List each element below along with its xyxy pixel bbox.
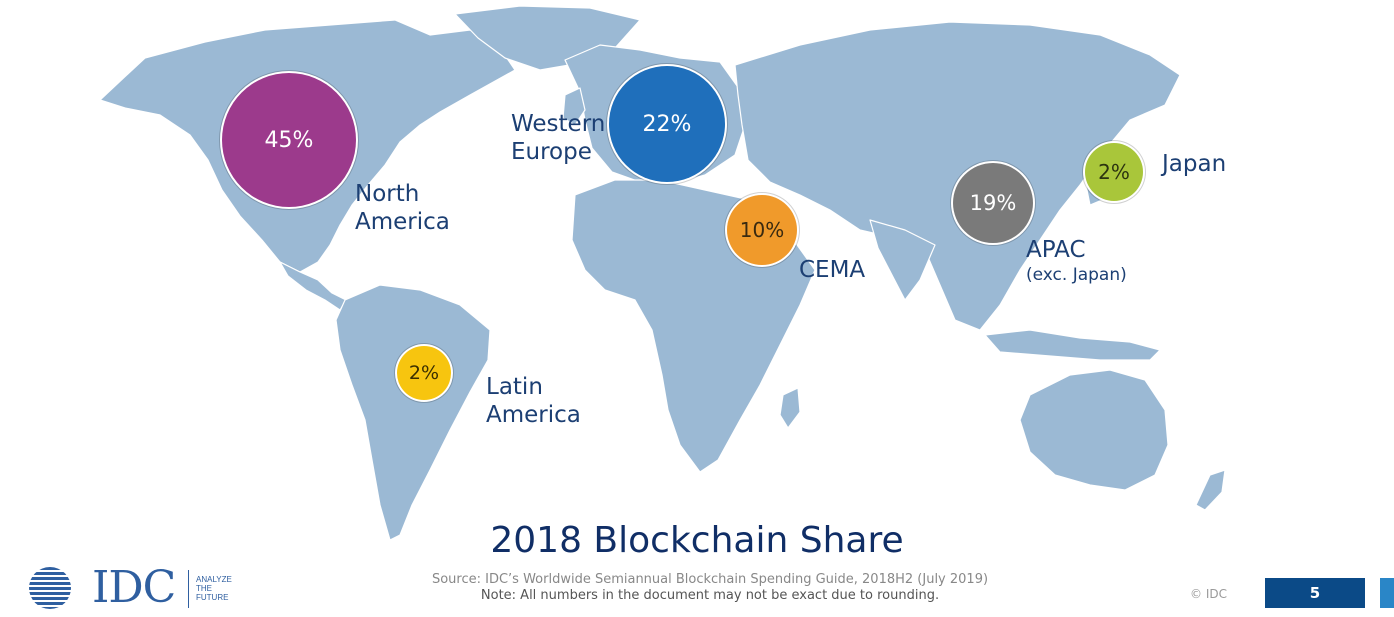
chart-title: 2018 Blockchain Share (490, 520, 904, 561)
region-bubble-western-europe: 22% (609, 66, 725, 182)
landmass-uk (562, 87, 586, 126)
source-text: Source: IDC’s Worldwide Semiannual Block… (431, 572, 989, 587)
landmass-indonesia (984, 329, 1161, 361)
region-label-line: America (355, 209, 450, 235)
region-label-latin-america: Latin America (486, 373, 581, 429)
page-number-accent (1380, 578, 1394, 608)
region-bubble-apac: 19% (953, 163, 1033, 243)
landmass-australia (1019, 369, 1169, 491)
logo-wordmark: IDC (92, 562, 176, 613)
idc-globe-icon (29, 567, 71, 609)
region-value-cema: 10% (739, 218, 785, 242)
landmass-central-america (279, 261, 347, 311)
region-value-japan: 2% (1098, 160, 1130, 184)
landmass-madagascar (779, 387, 801, 429)
region-value-north-america: 45% (264, 127, 314, 153)
region-bubble-north-america: 45% (222, 73, 356, 207)
region-label-line: Latin (486, 374, 543, 400)
region-label-line: Western (511, 111, 606, 137)
region-label-line: America (486, 402, 581, 428)
landmass-south-america (335, 284, 491, 541)
region-label-line: CEMA (799, 257, 866, 283)
region-label-north-america: North America (355, 180, 450, 236)
logo-tagline-line: ANALYZE (196, 575, 232, 584)
source-block: Source: IDC’s Worldwide Semiannual Block… (380, 572, 1040, 604)
page-number-box: 5 (1265, 578, 1365, 608)
region-label-cema: CEMA (799, 256, 865, 284)
page-number: 5 (1309, 584, 1321, 602)
landmass-india (869, 219, 936, 301)
region-label-line: Europe (511, 139, 592, 165)
region-bubble-japan: 2% (1085, 143, 1143, 201)
region-label-subtext: (exc. Japan) (1026, 265, 1127, 285)
landmass-new-zealand (1195, 469, 1226, 511)
landmass-asia (734, 21, 1181, 331)
logo-divider (188, 570, 189, 608)
region-label-japan: Japan (1162, 150, 1226, 178)
region-bubble-cema: 10% (727, 195, 797, 265)
idc-logo: IDC ANALYZE THE FUTURE (16, 562, 246, 613)
region-bubble-latin-america: 2% (397, 346, 451, 400)
copyright: © IDC (1190, 587, 1227, 601)
region-label-western-europe: Western Europe (511, 110, 605, 166)
region-label-line: Japan (1162, 151, 1227, 177)
note-text: Note: All numbers in the document may no… (480, 588, 940, 603)
region-value-apac: 19% (969, 191, 1017, 215)
logo-tagline: ANALYZE THE FUTURE (196, 575, 232, 602)
region-value-latin-america: 2% (408, 362, 440, 384)
region-label-apac: APAC (exc. Japan) (1026, 236, 1127, 286)
logo-tagline-line: FUTURE (196, 593, 229, 602)
region-label-line: APAC (1026, 237, 1086, 263)
region-label-line: North (355, 181, 420, 207)
logo-tagline-line: THE (196, 584, 212, 593)
region-value-western-europe: 22% (642, 111, 692, 137)
